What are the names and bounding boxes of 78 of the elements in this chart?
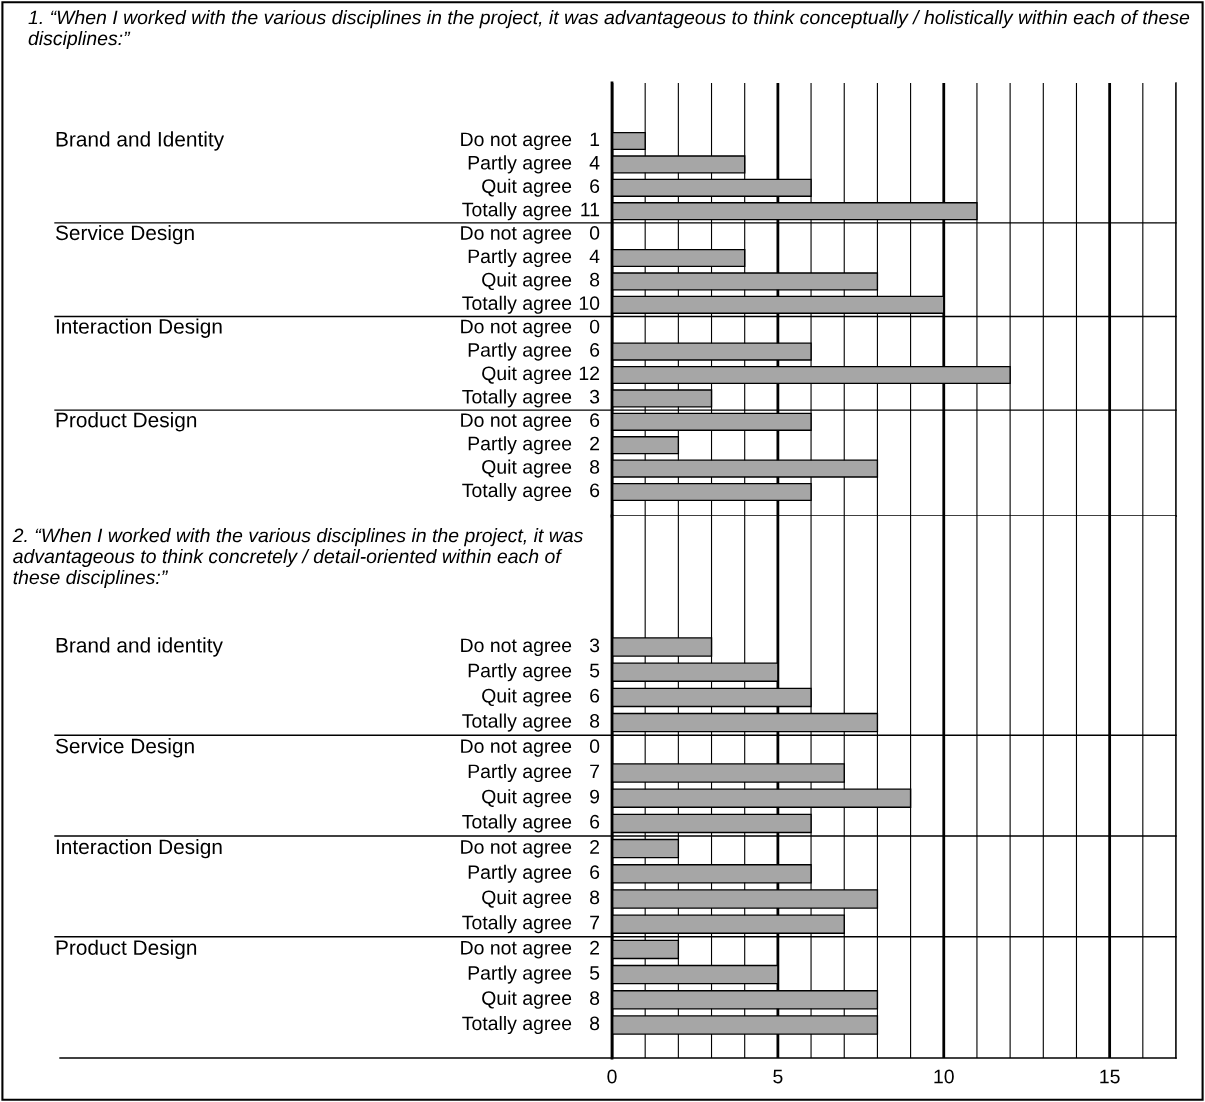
y-tick-label: Quit agree [482,272,572,291]
y-tick-label: Partly agree [468,342,572,361]
data-label: 0 [589,739,600,754]
y-tick-label: Partly agree [468,965,572,984]
y-tick-label: Partly agree [468,248,572,268]
text: 2. “When I worked with the various disciplines in the project, it was advantageous to think concretely / detail-oriented within each of these disciplines:” [12,528,583,589]
y-tick-label: Quit agree [482,688,572,707]
text: Interaction Design [56,838,222,859]
data-label: 6 [590,179,600,194]
text: Brand and Identity [56,131,225,151]
y-tick-label: Totally agree [462,482,572,502]
data-label: 9 [590,789,600,804]
y-tick-label: Partly agree [468,436,572,455]
y-tick-label: Do not agree [461,840,572,858]
data-label: 7 [590,764,600,779]
data-label: 6 [590,688,600,703]
y-tick-label: Quit agree [482,459,572,478]
y-tick-label: Totally agree [462,713,572,732]
x-tick-label: 15 [1100,1069,1120,1084]
text: Brand and identity [56,637,223,657]
data-label: 2 [590,840,600,854]
chart-title: 1. “When I worked with the various disciplines in the project, it was advantageous to think conceptually / holistically within each of these disciplines:” [28,10,1190,50]
y-tick-label: Do not agree [461,132,572,151]
y-tick-label: Partly agree [468,864,572,883]
y-tick-label: Do not agree [461,941,572,959]
y-tick-label: Partly agree [468,763,572,783]
y-tick-label: Do not agree [461,413,572,431]
y-tick-label: Partly agree [468,155,572,174]
data-label: 0 [589,319,600,334]
y-tick-label: Partly agree [468,663,572,682]
data-label: 4 [589,156,600,170]
y-tick-label: Totally agree [462,915,572,934]
y-tick-label: Totally agree [462,814,572,833]
data-label: 12 [579,366,600,381]
data-label: 7 [590,915,600,930]
data-label: 8 [590,460,600,474]
x-tick-label: 5 [773,1069,783,1084]
y-tick-label: Do not agree [461,319,572,338]
data-label: 8 [590,714,600,728]
data-label: 8 [590,890,600,905]
x-tick-label: 10 [934,1069,954,1084]
data-label: 10 [579,296,600,311]
y-tick-label: Totally agree [462,295,572,314]
y-tick-label: Totally agree [462,202,572,221]
y-tick-label: Quit agree [482,178,572,197]
y-tick-label: Do not agree [461,226,572,244]
data-label: 2 [590,940,600,955]
data-label: 6 [590,814,600,829]
data-label: 1 [590,132,600,147]
data-label: 3 [589,638,600,653]
data-label: 11 [581,202,600,217]
text: Service Design [55,224,194,245]
y-tick-label: Quit agree [482,365,572,385]
data-label: 6 [590,483,600,498]
data-label: 6 [590,413,600,428]
data-label: 8 [590,272,600,287]
y-tick-label: Totally agree [462,389,572,408]
data-label: 6 [590,343,600,357]
data-label: 5 [589,663,600,678]
data-label: 3 [589,389,600,404]
y-tick-label: Do not agree [461,638,572,657]
data-label: 4 [589,249,600,264]
y-tick-label: Quit agree [482,789,572,808]
text: Product Design [56,412,197,432]
text: Service Design [55,738,194,758]
data-label: 8 [590,1016,600,1031]
text: Product Design [56,939,197,960]
data-label: 5 [589,966,600,980]
data-label: 8 [590,991,600,1006]
y-tick-label: Quit agree [482,990,572,1009]
y-tick-label: Totally agree [462,1015,572,1035]
data-label: 0 [589,226,600,240]
text: Interaction Design [56,318,222,338]
x-tick-label: 0 [607,1069,617,1084]
data-label: 6 [590,865,600,880]
y-tick-label: Quit agree [482,889,572,909]
data-label: 2 [590,436,600,451]
y-tick-label: Do not agree [461,739,572,757]
